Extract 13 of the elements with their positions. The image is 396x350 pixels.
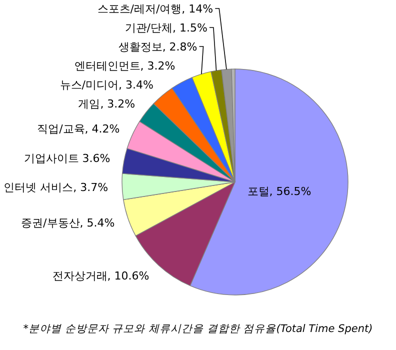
slice-label: 증권/부동산, 5.4% bbox=[21, 216, 115, 230]
slice-label: 전자상거래, 10.6% bbox=[52, 270, 150, 283]
slice-label: 뉴스/미디어, 3.4% bbox=[60, 78, 154, 92]
slice-label: 기업사이트 3.6% bbox=[24, 152, 110, 166]
slice-label: 생활정보, 2.8% bbox=[118, 40, 198, 54]
slice-label: 기관/단체, 1.5% bbox=[124, 21, 208, 34]
slice-label: 직업/교육, 4.2% bbox=[37, 122, 120, 136]
text: *분야별 순방문자 규모와 체류시간을 결합한 점유율(Total Time Spent) bbox=[23, 323, 373, 335]
slice-label: 엔터테인먼트, 3.2% bbox=[74, 59, 176, 72]
slice-label: 인터넷 서비스, 3.7% bbox=[4, 181, 108, 194]
slice-label: 포털, 56.5% bbox=[247, 185, 312, 198]
slice-label: 스포츠/레저/여행, 14% bbox=[97, 2, 214, 16]
slice-label: 게임, 3.2% bbox=[78, 97, 136, 110]
